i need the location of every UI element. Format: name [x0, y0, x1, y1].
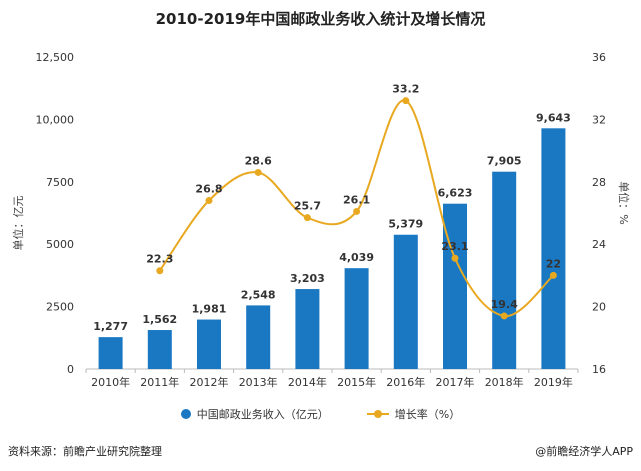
bar: [492, 171, 517, 369]
y-right-axis-title: 单位：%: [617, 181, 631, 224]
legend-bar-swatch: [180, 409, 191, 419]
bar: [246, 305, 271, 369]
x-tick-label: 2019年: [534, 375, 573, 389]
y-left-tick-label: 5000: [46, 238, 74, 251]
bar: [147, 330, 172, 369]
growth-rate-data-label: 28.6: [245, 154, 272, 167]
bar: [393, 234, 418, 369]
x-tick-label: 2010年: [91, 375, 130, 389]
legend-item-growth: 增长率（%）: [366, 406, 461, 422]
growth-rate-point: [205, 197, 213, 205]
x-tick-label: 2016年: [386, 375, 425, 389]
x-tick-label: 2014年: [288, 375, 327, 389]
chart-legend: 中国邮政业务收入（亿元） 增长率（%）: [0, 406, 641, 422]
y-left-tick-label: 7500: [46, 176, 74, 189]
growth-rate-line: [158, 99, 555, 317]
y-right-tick-label: 16: [592, 363, 606, 376]
growth-rate-data-label: 33.2: [392, 83, 419, 96]
growth-rate-data-label: 22.3: [146, 253, 173, 266]
growth-rate-data-label: 22: [546, 257, 561, 270]
y-left-tick-label: 12,500: [36, 51, 75, 64]
bar: [98, 337, 123, 369]
legend-label-revenue: 中国邮政业务收入（亿元）: [196, 408, 329, 421]
bar: [443, 203, 467, 369]
growth-rate-data-label: 26.8: [195, 183, 222, 196]
growth-rate-point: [402, 97, 410, 105]
growth-rate-data-label: 25.7: [294, 200, 321, 213]
bar-data-label: 5,379: [388, 218, 423, 231]
bar-data-label: 6,623: [438, 187, 473, 200]
x-tick-label: 2018年: [485, 375, 524, 389]
bar-data-label: 9,643: [536, 111, 571, 124]
legend-label-growth: 增长率（%）: [394, 408, 461, 421]
y-left-tick-label: 10,000: [36, 113, 75, 126]
legend-line-swatch: [366, 409, 389, 419]
x-tick-label: 2015年: [337, 375, 376, 389]
growth-rate-data-label: 23.1: [441, 240, 468, 253]
bar-data-label: 1,277: [93, 320, 128, 333]
x-tick-label: 2017年: [436, 375, 475, 389]
bar: [197, 319, 221, 369]
y-right-tick-label: 20: [592, 301, 606, 314]
y-right-tick-label: 28: [592, 176, 606, 189]
growth-rate-point: [353, 207, 361, 215]
x-tick-label: 2011年: [140, 375, 179, 389]
y-left-tick-label: 2500: [46, 301, 74, 314]
bar: [541, 128, 566, 369]
growth-rate-point: [549, 271, 557, 279]
legend-item-revenue: 中国邮政业务收入（亿元）: [180, 406, 329, 422]
copyright-note: @前瞻经济学人APP: [535, 445, 633, 458]
growth-rate-point: [254, 168, 262, 176]
growth-rate-point: [156, 267, 164, 275]
bar-data-label: 1,562: [142, 313, 177, 326]
y-left-axis-title: 单位：亿元: [11, 196, 25, 251]
x-tick-label: 2013年: [239, 375, 278, 389]
growth-rate-data-label: 19.4: [491, 298, 518, 311]
growth-rate-point: [451, 254, 459, 262]
growth-rate-point: [303, 214, 311, 222]
source-note: 资料来源：前瞻产业研究院整理: [8, 445, 162, 458]
bar-data-label: 7,905: [487, 155, 522, 168]
bar-data-label: 1,981: [192, 303, 227, 316]
y-right-tick-label: 24: [592, 238, 606, 251]
x-tick-label: 2012年: [190, 375, 229, 389]
y-right-tick-label: 32: [592, 113, 606, 126]
y-right-tick-label: 36: [592, 51, 606, 64]
growth-rate-data-label: 26.1: [343, 193, 370, 206]
bar: [295, 289, 320, 369]
bar-data-label: 4,039: [339, 251, 374, 264]
bar: [344, 268, 369, 369]
growth-rate-point: [500, 312, 508, 320]
chart-title: 2010-2019年中国邮政业务收入统计及增长情况: [155, 10, 486, 28]
bar-data-label: 2,548: [241, 288, 276, 301]
y-left-tick-label: 0: [67, 363, 74, 376]
bar-data-label: 3,203: [290, 272, 325, 285]
